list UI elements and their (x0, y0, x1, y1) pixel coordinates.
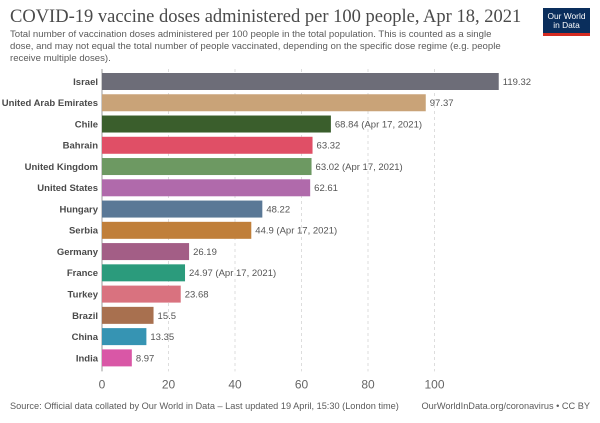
value-label: 63.32 (317, 141, 341, 152)
x-tick-label: 0 (99, 377, 106, 391)
value-label: 13.35 (150, 332, 174, 343)
bar (102, 306, 154, 324)
x-tick-label: 100 (424, 377, 444, 391)
value-label: 97.37 (430, 98, 454, 109)
bar (102, 94, 426, 112)
category-label: Germany (57, 247, 99, 258)
category-label: Brazil (72, 311, 98, 322)
value-label: 8.97 (136, 353, 155, 364)
bar (102, 328, 147, 346)
value-label: 119.32 (503, 77, 531, 88)
logo-line-2: in Data (553, 20, 580, 30)
x-tick-label: 80 (361, 377, 375, 391)
logo-line-1: Our World (547, 11, 586, 21)
category-label: Turkey (68, 290, 99, 301)
license-note: OurWorldInData.org/coronavirus • CC BY (422, 401, 591, 411)
bar (102, 179, 311, 197)
category-label: Israel (73, 77, 98, 88)
chart-subtitle: Total number of vaccination doses admini… (10, 29, 501, 64)
x-tick-label: 40 (228, 377, 242, 391)
value-label: 48.22 (266, 204, 290, 215)
category-label: United Kingdom (25, 162, 98, 173)
category-label: France (67, 268, 98, 279)
value-label: 15.5 (158, 311, 177, 322)
source-note: Source: Official data collated by Our Wo… (10, 401, 399, 411)
bar (102, 285, 181, 303)
category-label: Serbia (69, 226, 99, 237)
category-label: Chile (75, 119, 98, 130)
chart-title: COVID-19 vaccine doses administered per … (10, 7, 522, 27)
bar (102, 349, 132, 367)
bar (102, 200, 263, 218)
x-tick-label: 60 (295, 377, 309, 391)
category-label: Bahrain (63, 141, 99, 152)
value-label: 24.97 (Apr 17, 2021) (189, 268, 276, 279)
value-label: 63.02 (Apr 17, 2021) (316, 162, 403, 173)
value-label: 62.61 (314, 183, 338, 194)
bar (102, 264, 186, 282)
bar (102, 136, 313, 154)
value-label: 23.68 (185, 290, 209, 301)
x-tick-label: 20 (162, 377, 176, 391)
bar (102, 243, 190, 261)
category-label: China (72, 332, 99, 343)
value-label: 26.19 (193, 247, 217, 258)
category-label: United States (37, 183, 98, 194)
category-label: India (76, 353, 99, 364)
bar (102, 73, 499, 90)
bar (102, 115, 331, 133)
bar (102, 221, 252, 239)
value-label: 44.9 (Apr 17, 2021) (255, 226, 337, 237)
category-label: United Arab Emirates (2, 98, 98, 109)
license-text: • CC BY (553, 401, 590, 411)
source-link[interactable]: OurWorldInData.org/coronavirus (421, 401, 554, 411)
category-label: Hungary (59, 204, 98, 215)
bar (102, 158, 312, 176)
value-label: 68.84 (Apr 17, 2021) (335, 119, 422, 130)
owid-logo[interactable]: Our World in Data (543, 8, 590, 36)
